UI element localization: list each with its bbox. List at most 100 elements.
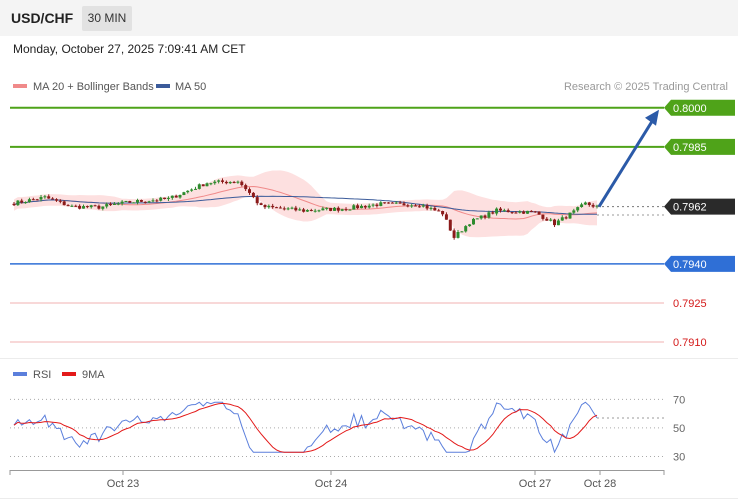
- candle-body: [437, 210, 441, 212]
- candle-body: [336, 207, 340, 211]
- candle-body: [460, 231, 464, 233]
- candle-body: [340, 209, 344, 211]
- candle-body: [128, 201, 132, 203]
- candle-body: [456, 232, 460, 238]
- candle-body: [66, 205, 70, 207]
- candle-body: [170, 195, 174, 198]
- candle-body: [70, 205, 74, 207]
- candle-body: [363, 205, 367, 208]
- ma50-legend-label: MA 50: [175, 81, 206, 93]
- candle-body: [109, 204, 112, 206]
- candle-body: [472, 218, 475, 225]
- candle-body: [541, 214, 545, 219]
- candle-body: [93, 205, 97, 207]
- candle-body: [506, 210, 510, 213]
- timeframe-button[interactable]: 30 MIN: [82, 6, 132, 31]
- candle-body: [406, 205, 410, 207]
- candle-body: [74, 205, 78, 207]
- candle-body: [510, 212, 514, 214]
- candle-body: [475, 218, 479, 220]
- candle-body: [27, 199, 31, 203]
- x-axis-label: Oct 24: [315, 478, 347, 490]
- rsi-tick-label: 50: [673, 423, 685, 435]
- symbol-title: USD/CHF: [11, 10, 74, 26]
- candle-body: [429, 207, 433, 209]
- candle-body: [255, 197, 259, 204]
- candle-body: [356, 205, 360, 209]
- level-tag-resistance: [664, 138, 735, 155]
- candle-body: [43, 196, 47, 198]
- candle-body: [383, 202, 387, 204]
- candle-body: [58, 200, 62, 202]
- rsi-ma-legend-label: 9MA: [82, 369, 105, 381]
- candle-body: [251, 192, 255, 198]
- candle-body: [410, 205, 414, 207]
- candle-body: [468, 224, 472, 227]
- candle-body: [564, 217, 568, 219]
- candle-body: [309, 210, 313, 211]
- candle-body: [421, 205, 425, 207]
- candle-body: [333, 207, 336, 211]
- level-tag-support: [664, 255, 735, 272]
- ma50-line: [13, 195, 597, 215]
- rsi-layer: 30 50 70: [10, 394, 685, 463]
- candle-body: [371, 204, 375, 206]
- candle-body: [159, 197, 163, 201]
- candle-body: [387, 202, 390, 204]
- candle-body: [379, 202, 383, 206]
- x-axis-label: Oct 28: [584, 478, 616, 490]
- candle-body: [317, 210, 321, 212]
- candle-body: [444, 214, 448, 220]
- candle-body: [271, 205, 275, 208]
- candle-body: [178, 195, 182, 198]
- price-layer: [12, 170, 599, 240]
- candle-body: [522, 211, 526, 214]
- candle-body: [526, 210, 529, 214]
- candle-body: [97, 205, 101, 209]
- candle-body: [305, 210, 309, 212]
- candle-body: [120, 201, 124, 204]
- candle-body: [360, 205, 363, 209]
- candle-body: [132, 202, 136, 204]
- chart-datetime: Monday, October 27, 2025 7:09:41 AM CET: [13, 42, 246, 56]
- candle-body: [533, 211, 537, 213]
- candle-body: [367, 205, 371, 208]
- candle-body: [124, 201, 128, 202]
- candle-body: [12, 203, 16, 206]
- candle-body: [487, 212, 491, 218]
- candle-body: [321, 208, 325, 211]
- bollinger-band: [14, 170, 597, 238]
- candle-body: [448, 219, 452, 231]
- candle-body: [394, 202, 398, 204]
- candle-body: [190, 189, 194, 191]
- candle-body: [143, 201, 147, 203]
- candle-body: [51, 198, 55, 200]
- candle-body: [591, 204, 595, 207]
- candle-body: [452, 230, 456, 238]
- candle-body: [163, 197, 167, 199]
- candle-body: [290, 207, 294, 209]
- candle-body: [348, 209, 352, 211]
- candle-body: [495, 208, 499, 214]
- rsi-tick-label: 30: [673, 451, 685, 463]
- candle-body: [390, 202, 394, 204]
- rsi-ma-line: [13, 402, 598, 453]
- candle-body: [217, 180, 221, 182]
- candle-body: [201, 184, 205, 187]
- candle-body: [267, 205, 271, 208]
- candle-body: [325, 207, 329, 209]
- projection-arrowhead: [645, 109, 659, 126]
- candle-body: [329, 207, 333, 211]
- candle-body: [224, 181, 228, 184]
- candle-body: [24, 202, 28, 204]
- ma20-legend-swatch: [13, 84, 27, 88]
- candle-body: [166, 197, 170, 199]
- candle-body: [282, 208, 286, 210]
- candle-body: [82, 206, 85, 209]
- candle-body: [479, 215, 483, 219]
- candle-body: [553, 219, 556, 226]
- candle-body: [313, 210, 317, 212]
- candle-body: [85, 206, 89, 208]
- candle-body: [580, 204, 584, 207]
